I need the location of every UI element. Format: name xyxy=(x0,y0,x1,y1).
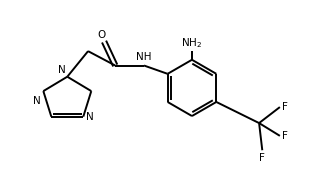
Text: O: O xyxy=(98,30,106,40)
Text: NH: NH xyxy=(136,52,152,62)
Text: F: F xyxy=(282,131,288,141)
Text: N: N xyxy=(86,112,93,122)
Text: N: N xyxy=(58,65,66,75)
Text: N: N xyxy=(33,96,41,106)
Text: NH$_2$: NH$_2$ xyxy=(181,36,203,50)
Text: F: F xyxy=(282,102,288,112)
Text: F: F xyxy=(259,153,265,163)
